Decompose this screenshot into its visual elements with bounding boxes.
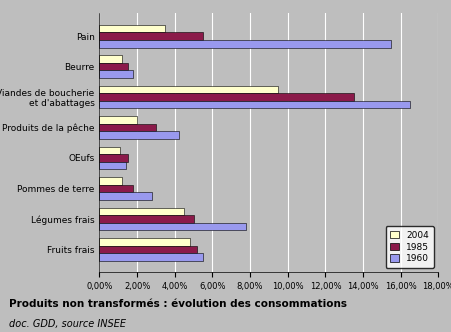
Bar [99, 215, 193, 223]
Bar [99, 162, 125, 169]
Bar [99, 124, 156, 131]
Bar [99, 253, 202, 261]
Bar [99, 55, 122, 63]
Legend: 2004, 1985, 1960: 2004, 1985, 1960 [385, 226, 433, 268]
Bar [99, 238, 189, 246]
Bar [99, 185, 133, 192]
Bar [99, 177, 122, 185]
Bar [99, 101, 410, 109]
Bar [99, 146, 120, 154]
Bar [99, 86, 278, 93]
Bar [99, 246, 197, 253]
Text: doc. GDD, source INSEE: doc. GDD, source INSEE [9, 319, 126, 329]
Bar [99, 131, 178, 139]
Bar [99, 32, 202, 40]
Bar [99, 154, 127, 162]
Bar [99, 208, 184, 215]
Bar [99, 192, 152, 200]
Bar [99, 63, 127, 70]
Bar [99, 70, 133, 78]
Bar [99, 223, 246, 230]
Bar [99, 93, 353, 101]
Bar [99, 40, 391, 47]
Text: Produits non transformés : évolution des consommations: Produits non transformés : évolution des… [9, 299, 346, 309]
Bar [99, 116, 137, 124]
Bar [99, 25, 165, 32]
